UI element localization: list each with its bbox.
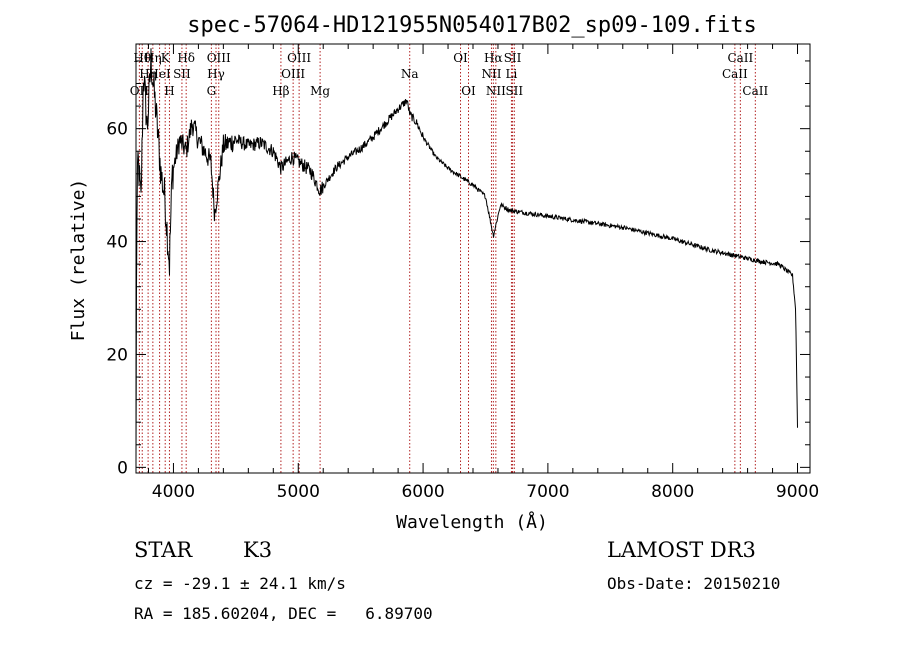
spectrum-line: [135, 48, 798, 462]
line-marker-label: NII: [481, 67, 501, 81]
y-tick-label: 20: [106, 345, 128, 365]
line-marker-label: CaII: [722, 67, 748, 81]
line-marker-label: Na: [401, 67, 419, 81]
line-marker-label: Hβ: [272, 84, 289, 98]
line-markers: [138, 44, 756, 473]
line-marker-label: Hη: [139, 67, 157, 81]
y-axis-label: Flux (relative): [68, 179, 89, 342]
object-subclass: K3: [243, 538, 273, 562]
x-tick-label: 7000: [526, 482, 569, 502]
line-marker-label: Hθ: [133, 51, 151, 65]
x-tick-label: 9000: [776, 482, 819, 502]
line-marker-label: Hα: [484, 51, 503, 65]
x-tick-label: 4000: [152, 482, 195, 502]
line-marker-label: OIII: [281, 67, 305, 81]
plot-frame: [135, 43, 811, 474]
line-marker-label: OIII: [287, 51, 311, 65]
chart-title: spec-57064-HD121955N054017B02_sp09-109.f…: [187, 13, 757, 38]
x-tick-label: 6000: [401, 482, 444, 502]
redshift-readout: cz = -29.1 ± 24.1 km/s: [134, 574, 346, 593]
axis-ticks: 4000 5000 6000 7000 8000 9000 0 20 40 60: [106, 44, 819, 502]
line-marker-label: Hγ: [207, 67, 225, 81]
survey-name: LAMOST DR3: [607, 538, 756, 562]
line-marker-label: Hδ: [177, 51, 195, 65]
line-marker-label: G: [207, 84, 217, 98]
line-marker-label: OIII: [207, 51, 231, 65]
y-tick-label: 60: [106, 120, 128, 140]
line-marker-labels: OIIHθHηHηHeIKHSIIHδGHγOIIIHβOIIIOIIIMgNa…: [130, 51, 769, 98]
line-marker-label: CaII: [742, 84, 768, 98]
x-tick-label: 5000: [277, 482, 320, 502]
line-marker-label: SII: [505, 84, 523, 98]
y-tick-label: 0: [117, 458, 128, 478]
line-marker-label: Li: [506, 67, 518, 81]
line-marker-label: CaII: [727, 51, 753, 65]
line-marker-label: OII: [130, 84, 150, 98]
obs-date: Obs-Date: 20150210: [607, 574, 781, 593]
x-axis-label: Wavelength (Å): [396, 511, 548, 533]
line-marker-label: Hη: [144, 51, 162, 65]
line-marker-label: OI: [461, 84, 476, 98]
y-tick-label: 40: [106, 233, 128, 253]
line-marker-label: OI: [453, 51, 468, 65]
line-marker-label: Mg: [310, 84, 330, 98]
line-marker-label: SII: [504, 51, 522, 65]
coordinates: RA = 185.60204, DEC = 6.89700: [134, 604, 433, 623]
x-tick-label: 8000: [651, 482, 694, 502]
object-class: STAR: [134, 538, 193, 562]
line-marker-label: H: [164, 84, 174, 98]
line-marker-label: NII: [486, 84, 506, 98]
line-marker-label: SII: [173, 67, 191, 81]
line-marker-label: K: [161, 51, 171, 65]
